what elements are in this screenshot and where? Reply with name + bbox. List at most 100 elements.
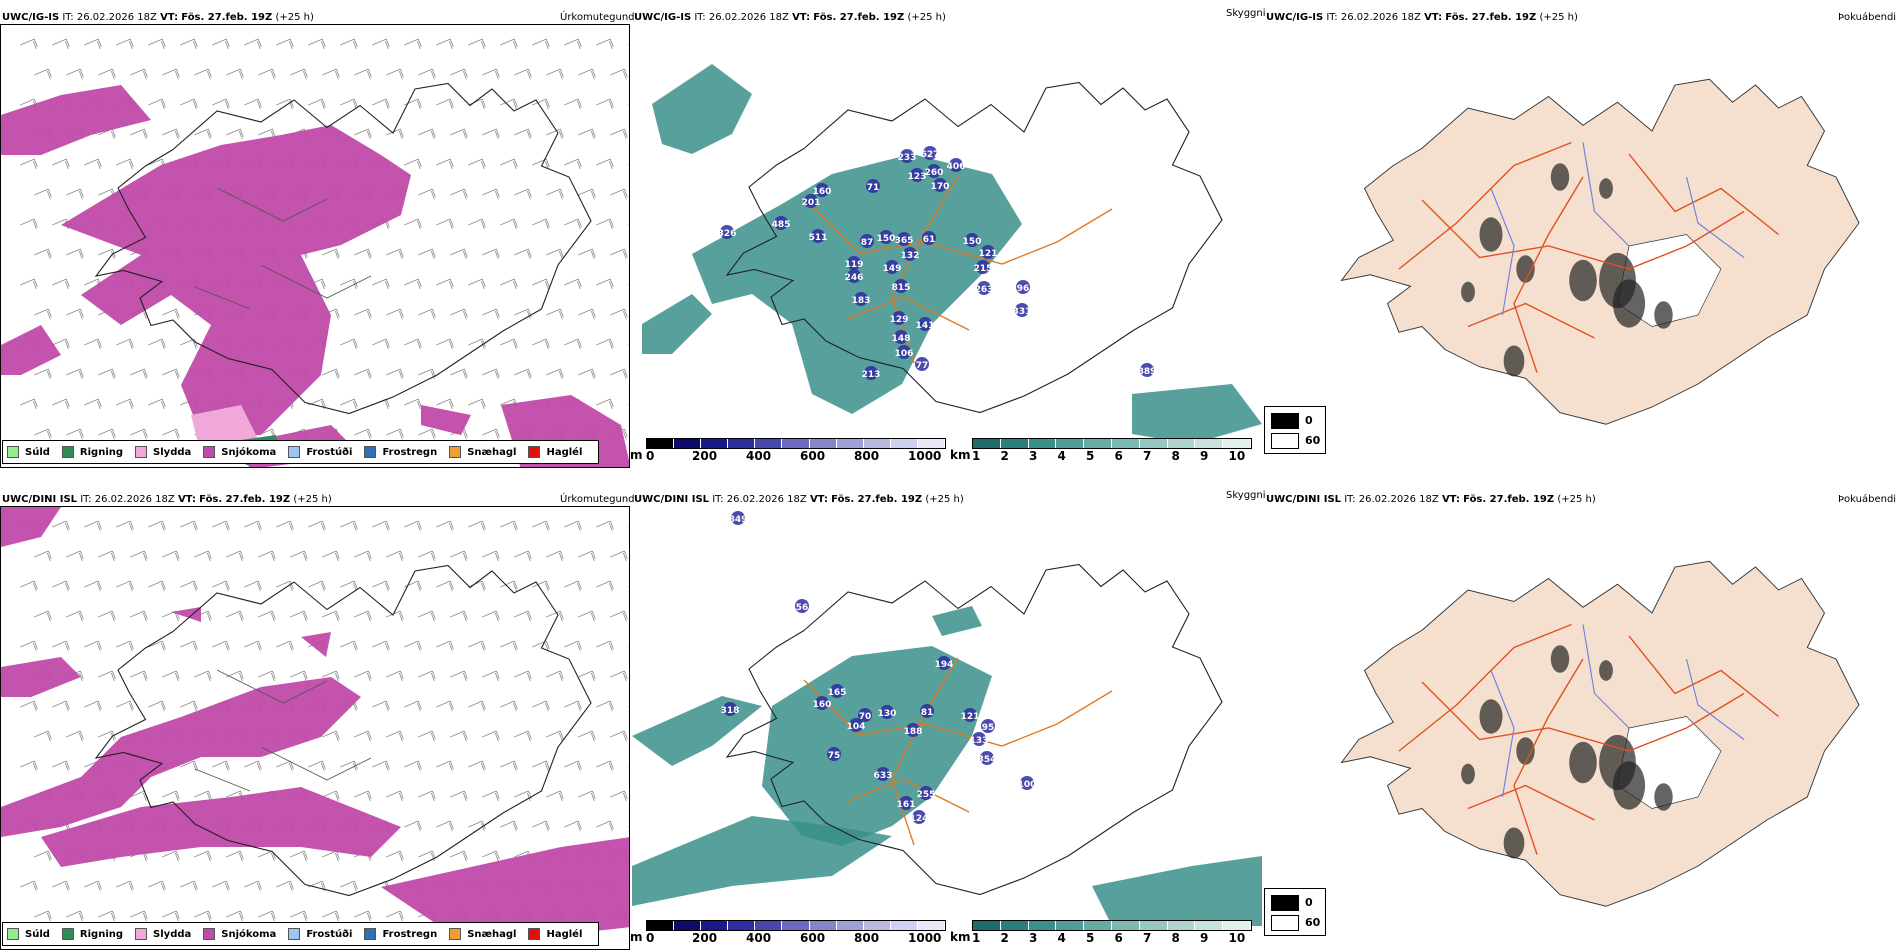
ceiling-blob [723,702,737,716]
ceiling-blob [965,233,979,247]
ceiling-blob [811,229,825,243]
ceiling-blob [900,149,914,163]
ceiling-peak-label: 104 [847,722,866,732]
legend-swatch [7,446,19,458]
legend-label: Snæhagl [467,928,517,940]
ceiling-peak-label: 889 [1138,367,1157,377]
legend-label: Rigning [79,446,124,458]
ceiling-blob [866,179,880,193]
colorbar-step [973,921,1001,930]
colorbar-step [1084,439,1112,448]
ceiling-peak-label: 70 [859,712,872,722]
lead-time: (+25 h) [293,494,332,505]
visibility-tick: 8 [1171,931,1180,945]
colorbar-step [1000,439,1029,448]
legend-item: Slydda [135,446,191,458]
visibility-tick: 3 [1029,931,1038,945]
forecast-title: UWC/IG-IS IT: 26.02.2026 18Z VT: Fös. 27… [1266,12,1578,23]
colorbar-step [647,921,675,930]
ceiling-blob [920,704,934,718]
ceiling-peak-label: 815 [892,283,911,293]
visibility-map[interactable]: 627 233 406 260 123 170 71 160 201 485 326 511 87 150… [632,24,1262,444]
ceiling-blob [903,247,917,261]
legend-swatch-black [1271,413,1299,429]
colorbar-step [890,439,918,448]
ceiling-peak-label: 263 [975,285,994,295]
visibility-colorbar: 1 2 3 4 5 6 7 8 9 10 km [950,920,1252,945]
ceiling-peak-label: 213 [862,370,881,380]
legend-item: Haglél [528,446,582,458]
legend-swatch [7,928,19,940]
ceiling-peak-label: 188 [904,727,923,737]
visibility-tick: 4 [1057,931,1066,945]
colorbar-step [1195,921,1224,930]
legend-item: Snjókoma [203,446,276,458]
ceiling-blob [854,292,868,306]
ceiling-tick: 200 [692,931,718,945]
ceiling-tick: 600 [800,449,826,463]
ceiling-peak-label: 150 [877,234,896,244]
forecast-title: UWC/IG-IS IT: 26.02.2026 18Z VT: Fös. 27… [634,12,946,23]
colorbar-step [1223,439,1251,448]
precip-variable-name: Úrkomutegund [560,494,635,505]
ceiling-peak-label: 129 [890,315,909,325]
fog-index-map[interactable] [1264,24,1900,444]
ceiling-blob [720,225,734,239]
legend-item: Frostúði [288,446,352,458]
legend-swatch-black [1271,895,1299,911]
forecast-title: UWC/DINI ISL IT: 26.02.2026 18Z VT: Fös.… [1266,494,1596,505]
legend-item: Frostregn [364,928,437,940]
ceiling-tick: 0 [646,931,655,945]
ceiling-blob [804,194,818,208]
precip-variable-name: Úrkomutegund [560,12,635,23]
fog-index-map[interactable] [1264,506,1900,926]
ceiling-peak-label: 170 [931,182,950,192]
ceiling-tick: 0 [646,449,655,463]
model-name: UWC/DINI ISL [2,494,78,505]
it-label: IT: [694,12,706,23]
ceiling-blob [918,317,932,331]
ceiling-peak-label: 150 [963,237,982,247]
precip-map[interactable] [0,506,630,950]
ceiling-blob [894,330,908,344]
ceiling-peak-label: 148 [892,334,911,344]
legend-item: Frostregn [364,446,437,458]
fog-index-panel: UWC/DINI ISL IT: 26.02.2026 18Z VT: Fös.… [1264,490,1900,950]
fog-index-panel: UWC/IG-IS IT: 26.02.2026 18Z VT: Fös. 27… [1264,8,1900,468]
ceiling-peak-label: 95 [982,723,995,733]
legend-swatch [288,928,301,940]
it-label: IT: [80,494,92,505]
legend-item: Súld [7,446,50,458]
ceiling-unit: m [630,930,643,944]
legend-item: Rigning [61,446,124,458]
ceiling-peak-label: 165 [828,688,847,698]
ceiling-blob [1016,280,1030,294]
colorbar-step [1167,439,1196,448]
model-name: UWC/DINI ISL [1266,494,1342,505]
colorbar-step [890,921,918,930]
legend-swatch [203,446,216,458]
init-time: 26.02.2026 18Z [1358,494,1439,505]
ceiling-peak-label: 194 [935,660,954,670]
fog-legend-max: 0 [1305,414,1313,427]
precip-legend: Súld Rigning Slydda Snjókoma Frostúði Frostre… [2,922,600,946]
ceiling-blob [963,708,977,722]
it-label: IT: [712,494,724,505]
colorbar-step [1056,921,1085,930]
fog-index-legend: 0 60 [1264,888,1326,936]
colorbar-step [674,439,702,448]
ceiling-blob [933,178,947,192]
valid-time: Fös. 27.feb. 19Z [831,494,923,505]
vt-label: VT: [177,494,196,505]
road-network [803,175,1113,364]
ceiling-peak-label: 255 [917,790,936,800]
visibility-map[interactable]: 849 56 194 165 160 318 70 130 81 121 95 104 188 133 75… [632,506,1262,926]
ceiling-peak-label: 215 [974,264,993,274]
lead-time: (+25 h) [275,12,314,23]
ceiling-peak-label: 106 [895,349,914,359]
legend-label: Frostregn [382,446,438,458]
visibility-tick: 1 [972,449,981,463]
precip-map[interactable] [0,24,630,468]
